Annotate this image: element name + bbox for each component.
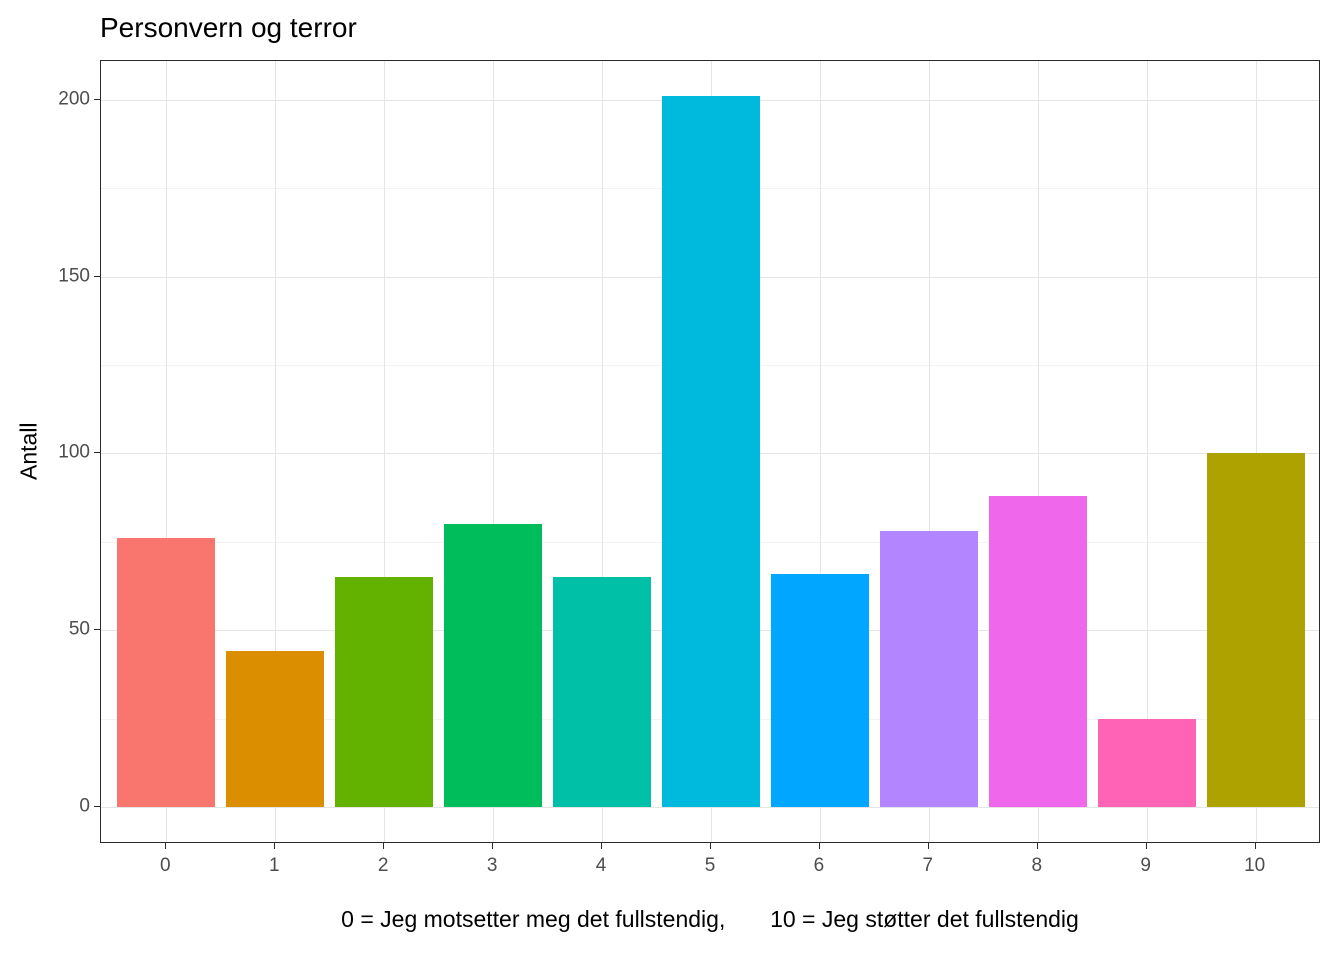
bar	[553, 577, 652, 807]
y-tick-label: 0	[79, 795, 90, 817]
x-tick-mark	[1254, 843, 1256, 849]
gridline-major-v	[819, 61, 821, 842]
plot-panel	[100, 60, 1320, 843]
x-tick-label: 2	[377, 855, 389, 876]
gridline-major-v	[928, 61, 930, 842]
x-tick-mark	[492, 843, 494, 849]
x-axis-title: 0 = Jeg motsetter meg det fullstendig, 1…	[341, 906, 1079, 932]
y-tick-mark	[94, 275, 100, 277]
y-tick-label: 50	[68, 618, 90, 640]
gridline-major-v	[1037, 61, 1039, 842]
gridline-major-v	[275, 61, 277, 842]
x-tick-mark	[601, 843, 603, 849]
x-tick-label: 8	[1031, 855, 1043, 876]
bar	[1206, 453, 1305, 807]
bar	[444, 524, 543, 807]
x-tick-label: 7	[922, 855, 934, 876]
gridline-major-v	[602, 61, 604, 842]
x-tick-label: 1	[268, 855, 280, 876]
gridline-major-v	[384, 61, 386, 842]
x-tick-mark	[710, 843, 711, 849]
y-tick-mark	[94, 452, 100, 454]
bar	[879, 531, 978, 807]
gridline-major-h	[101, 806, 1319, 808]
x-tick-label: 4	[595, 855, 607, 876]
y-tick-label: 100	[58, 441, 90, 463]
x-tick-label: 5	[704, 855, 716, 876]
x-tick-mark	[274, 843, 276, 849]
bar	[226, 651, 325, 807]
x-tick-mark	[818, 843, 820, 849]
bar	[1097, 718, 1196, 807]
bar	[988, 495, 1087, 807]
x-tick-mark	[165, 843, 167, 849]
bar	[335, 577, 434, 807]
gridline-major-v	[493, 61, 495, 842]
y-tick-label: 200	[58, 88, 90, 110]
gridline-major-v	[1146, 61, 1148, 842]
bar	[661, 96, 760, 807]
chart-title: Personvern og terror	[100, 12, 357, 43]
y-tick-mark	[94, 629, 100, 631]
x-tick-label: 3	[486, 855, 498, 876]
bar	[770, 573, 869, 807]
bar	[117, 538, 216, 807]
x-tick-label: 6	[813, 855, 825, 876]
x-tick-mark	[1036, 843, 1038, 849]
gridline-major-v	[166, 61, 168, 842]
x-tick-label: 0	[160, 855, 171, 876]
y-tick-label: 150	[58, 265, 90, 287]
y-tick-mark	[94, 805, 100, 807]
x-tick-mark	[1145, 843, 1147, 849]
x-tick-mark	[927, 843, 929, 849]
y-tick-mark	[94, 98, 100, 100]
x-tick-label: 9	[1140, 855, 1151, 876]
x-tick-label: 10	[1244, 855, 1266, 876]
gridline-major-v	[1255, 61, 1257, 842]
x-tick-mark	[383, 843, 385, 849]
